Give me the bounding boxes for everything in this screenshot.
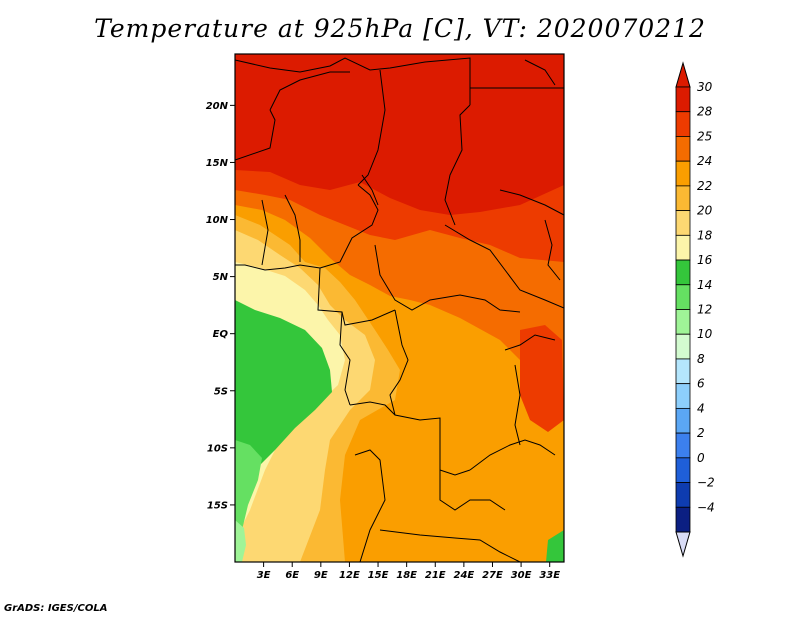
lon-tick-label: 15E (368, 570, 389, 581)
colorbar-swatch (675, 185, 691, 212)
colorbar-label: 0 (697, 451, 705, 465)
lon-tick-label: 18E (396, 570, 417, 581)
temperature-field-16 (235, 300, 332, 480)
colorbar-label: 18 (697, 228, 713, 242)
lon-tick-label: 27E (482, 570, 503, 581)
colorbar-swatch (675, 457, 691, 483)
colorbar-swatch (675, 407, 691, 434)
colorbar-swatch (675, 309, 691, 335)
colorbar-swatch (675, 234, 691, 261)
colorbar-swatch (675, 210, 691, 236)
colorbar-top-arrow (675, 61, 691, 88)
colorbar-swatch (675, 111, 691, 137)
colorbar-swatch (675, 383, 691, 409)
lon-tick-label: 33E (539, 570, 560, 581)
temperature-field-green-southeast (546, 530, 564, 562)
lon-tick-label: 24E (453, 570, 474, 581)
colorbar-label: 30 (697, 80, 713, 94)
colorbar-label: 16 (697, 253, 713, 267)
colorbar-label: 24 (697, 154, 712, 168)
colorbar-swatch (675, 506, 691, 533)
lon-tick-label: 30E (511, 570, 532, 581)
map-title: Temperature at 925hPa [C], VT: 202007021… (94, 14, 706, 43)
colorbar-label: 25 (697, 129, 712, 143)
colorbar-swatch (675, 432, 691, 459)
colorbar-label: 10 (697, 327, 713, 341)
colorbar-swatch (675, 482, 691, 508)
temperature-field-14 (235, 440, 262, 545)
colorbar-label: 22 (697, 179, 712, 193)
colorbar-label: 12 (697, 303, 712, 317)
lon-tick-label: 12E (339, 570, 360, 581)
colorbar-label: 20 (697, 204, 713, 218)
latitude-axis: 20N 15N 10N 5N EQ 5S 10S 15S (206, 101, 235, 511)
colorbar-label: 8 (697, 352, 705, 366)
lat-tick-label: EQ (213, 329, 229, 340)
colorbar-swatch (675, 333, 691, 360)
colorbar-label: −2 (697, 476, 715, 490)
grads-credit: GrADS: IGES/COLA (4, 603, 108, 614)
colorbar-label: −4 (697, 500, 715, 514)
lon-tick-label: 3E (257, 570, 271, 581)
colorbar-label: 14 (697, 278, 712, 292)
colorbar-swatch (675, 259, 691, 286)
colorbar-swatch (675, 284, 691, 310)
lon-tick-label: 6E (285, 570, 299, 581)
lat-tick-label: 20N (206, 101, 229, 112)
colorbar-bottom-arrow (675, 531, 691, 558)
longitude-axis: 3E 6E 9E 12E 15E 18E 21E 24E 27E 30E 33E (257, 562, 560, 581)
country-borders (235, 57, 564, 562)
colorbar-swatch (675, 86, 691, 113)
colorbar-swatch (675, 358, 691, 385)
map-frame (234, 53, 565, 563)
colorbar-label: 28 (697, 105, 713, 119)
colorbar-swatch (675, 160, 691, 187)
map-plot-area (235, 54, 564, 562)
lat-tick-label: 10S (207, 443, 228, 454)
lat-tick-label: 15N (206, 158, 229, 169)
colorbar-swatch (675, 136, 691, 162)
colorbar-label: 2 (697, 426, 705, 440)
temperature-field-12 (235, 520, 246, 562)
lat-tick-label: 15S (207, 500, 228, 511)
colorbar-label: 4 (697, 401, 705, 415)
temperature-field-hot-east (520, 325, 564, 432)
lat-tick-label: 10N (206, 215, 229, 226)
lon-tick-label: 9E (314, 570, 328, 581)
lat-tick-label: 5N (213, 272, 229, 283)
lat-tick-label: 5S (214, 386, 228, 397)
lon-tick-label: 21E (425, 570, 446, 581)
colorbar-label: 6 (697, 377, 705, 391)
